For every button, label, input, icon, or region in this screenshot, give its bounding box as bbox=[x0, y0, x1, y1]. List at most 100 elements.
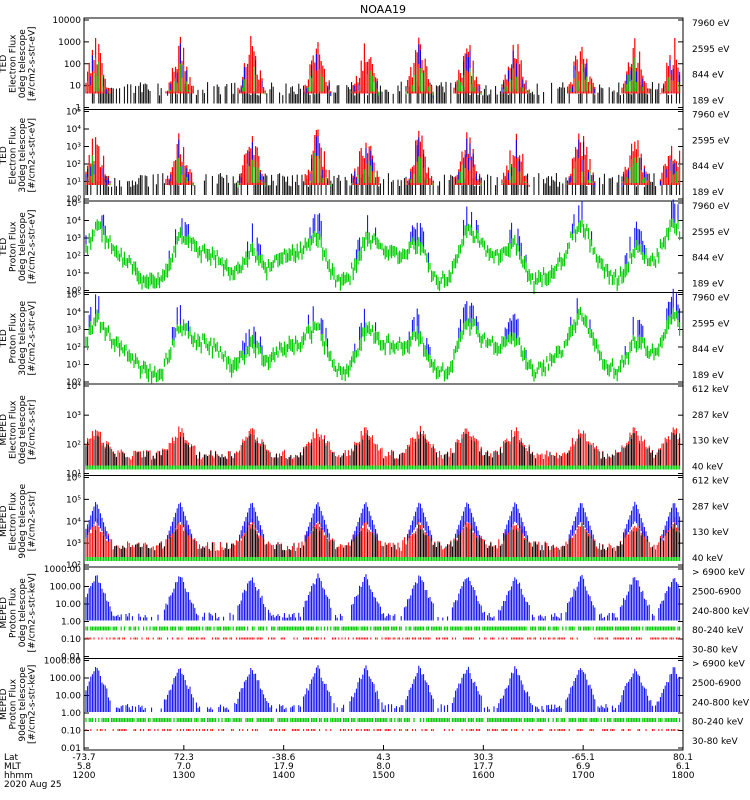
legend-entry: 844 eV bbox=[692, 254, 725, 264]
y-tick-label: 10 bbox=[70, 82, 82, 92]
y-axis-label-line: MEPED bbox=[0, 505, 9, 537]
y-tick-label: 10² bbox=[66, 440, 81, 450]
y-tick-label: 10² bbox=[66, 160, 81, 170]
y-tick-label: 10² bbox=[66, 561, 81, 571]
y-tick-label: 100.00 bbox=[50, 583, 82, 593]
y-tick-label: 100 bbox=[64, 60, 81, 70]
y-axis-label-line: Proton Flux bbox=[9, 312, 19, 363]
legend-entry: 844 eV bbox=[692, 162, 725, 172]
y-axis-label-line: [#/cm2-s-str] bbox=[28, 491, 38, 551]
legend-entry: 240-800 keV bbox=[692, 607, 750, 617]
series-marks bbox=[85, 288, 681, 384]
panel-3: 10⁵ 10⁴ 10³ 10² 10¹ 10⁰ TEDProton Flux0deg tel… bbox=[0, 199, 730, 297]
legend-entry: 7960 eV bbox=[692, 294, 730, 304]
legend-entry: 612 keV bbox=[692, 477, 729, 487]
y-tick-label: 10⁴ bbox=[66, 217, 81, 227]
y-axis-label-line: Electron Flux bbox=[9, 491, 19, 550]
y-tick-label: 10² bbox=[66, 252, 81, 262]
legend-entry: 40 keV bbox=[692, 554, 724, 564]
y-axis-label-line: 30deg telescope bbox=[18, 117, 28, 192]
y-tick-label: 10⁵ bbox=[66, 495, 81, 505]
legend-entry: 844 eV bbox=[692, 71, 725, 81]
legend-entry: 189 eV bbox=[692, 371, 725, 381]
y-axis-label: TEDProton Flux30deg telescope[#/cm2-s-st… bbox=[0, 300, 38, 375]
y-axis-label-line: 0deg telescope bbox=[18, 29, 28, 99]
legend-entry: 2595 eV bbox=[692, 319, 730, 329]
y-tick-label: 10³ bbox=[66, 143, 81, 153]
y-axis-label: TEDElectron Flux0deg telescope[#/cm2-s-s… bbox=[0, 26, 38, 101]
y-axis-label-line: Electron Flux bbox=[9, 34, 19, 93]
y-tick-label: 10⁶ bbox=[66, 474, 81, 484]
y-tick-label: 10¹ bbox=[66, 361, 81, 371]
legend-entry: 189 eV bbox=[692, 280, 725, 290]
y-axis-label-line: 0deg telescope bbox=[18, 578, 28, 648]
y-axis-label-line: [#/cm2-s-str-eV] bbox=[28, 26, 38, 101]
y-tick-label: 10⁴ bbox=[66, 125, 81, 135]
legend-entry: 189 eV bbox=[692, 188, 725, 198]
legend-entry: 612 keV bbox=[692, 385, 729, 395]
y-tick-label: 10¹ bbox=[66, 470, 81, 480]
y-axis-label-line: [#/cm2-s-str-keV] bbox=[28, 573, 38, 652]
y-axis-label-line: Proton Flux bbox=[9, 221, 19, 272]
y-axis-label-line: TED bbox=[0, 238, 9, 257]
y-axis-label-line: 0deg telescope bbox=[18, 395, 28, 465]
legend-entry: 2500-6900 bbox=[692, 587, 741, 597]
y-tick-label: 10⁴ bbox=[66, 308, 81, 318]
y-tick-label: 0.10 bbox=[61, 635, 81, 645]
series-marks bbox=[85, 199, 681, 295]
series-marks bbox=[85, 129, 681, 195]
y-axis-label-line: TED bbox=[0, 55, 9, 74]
y-tick-label: 0.01 bbox=[61, 653, 81, 663]
legend-entry: 7960 eV bbox=[692, 202, 730, 212]
y-axis-label-line: TED bbox=[0, 329, 9, 348]
legend-entry: 30-80 keV bbox=[692, 646, 738, 656]
y-tick-label: 10⁵ bbox=[66, 291, 81, 301]
y-axis-label-line: Electron Flux bbox=[9, 125, 19, 184]
legend-entry: 2595 eV bbox=[692, 45, 730, 55]
y-tick-label: 10⁴ bbox=[66, 517, 81, 527]
y-tick-label: 1000.00 bbox=[44, 565, 81, 575]
series-marks bbox=[85, 425, 681, 470]
panel-4: 10⁵ 10⁴ 10³ 10² 10¹ 10⁰ TEDProton Flux30deg te… bbox=[0, 288, 730, 388]
y-axis-label-line: 30deg telescope bbox=[18, 300, 28, 375]
panel-7: 1000.00 100.00 10.00 1.00 0.10 0.01 MEPEDProto… bbox=[0, 565, 750, 663]
panel-1: 10000 1000 100 10 1 TEDElectron Flux0deg tele… bbox=[0, 16, 730, 114]
y-axis-label-line: [#/cm2-s-str] bbox=[28, 400, 38, 460]
y-tick-label: 1000 bbox=[58, 38, 81, 48]
y-tick-label: 10³ bbox=[66, 411, 81, 421]
legend-entry: 40 keV bbox=[692, 463, 724, 473]
y-axis-label-line: MEPED bbox=[0, 597, 9, 629]
series-marks bbox=[85, 501, 681, 561]
legend-entry: 7960 eV bbox=[692, 19, 730, 29]
y-tick-label: 10³ bbox=[66, 539, 81, 549]
legend-entry: > 6900 keV bbox=[692, 568, 746, 578]
panel-6: 10⁶ 10⁵ 10⁴ 10³ 10² MEPEDElectron Flux90deg t… bbox=[0, 474, 729, 572]
legend-entry: 287 keV bbox=[692, 502, 729, 512]
y-axis-label: TEDElectron Flux30deg telescope[#/cm2-s-… bbox=[0, 117, 38, 192]
y-tick-label: 10⁵ bbox=[66, 108, 81, 118]
y-tick-label: 10³ bbox=[66, 234, 81, 244]
y-axis-label-line: MEPED bbox=[0, 414, 9, 446]
panel-2: 10⁵ 10⁴ 10³ 10² 10¹ 10⁰ TEDElectron Flux30deg … bbox=[0, 108, 730, 206]
legend-entry: 2595 eV bbox=[692, 136, 730, 146]
y-axis-label-line: 90deg telescope bbox=[18, 483, 28, 558]
y-tick-label: 10² bbox=[66, 343, 81, 353]
y-tick-label: 10¹ bbox=[66, 269, 81, 279]
y-tick-label: 10⁰ bbox=[66, 195, 81, 205]
y-tick-label: 10000 bbox=[52, 16, 81, 26]
legend-entry: 130 keV bbox=[692, 437, 729, 447]
y-tick-label: 1 bbox=[75, 104, 81, 114]
legend-entry: 80-240 keV bbox=[692, 626, 744, 636]
y-axis-label-line: [#/cm2-s-str-eV] bbox=[28, 209, 38, 284]
y-tick-label: 10⁵ bbox=[66, 199, 81, 209]
y-axis-label: MEPEDProton Flux0deg telescope[#/cm2-s-s… bbox=[0, 573, 38, 652]
y-tick-label: 10³ bbox=[66, 326, 81, 336]
y-axis-label: MEPEDElectron Flux0deg telescope[#/cm2-s… bbox=[0, 395, 38, 465]
y-axis-label-line: [#/cm2-s-str-eV] bbox=[28, 301, 38, 376]
legend-entry: 844 eV bbox=[692, 345, 725, 355]
y-tick-label: 10¹ bbox=[66, 178, 81, 188]
y-tick-label: 10⁰ bbox=[66, 287, 81, 297]
y-axis-label-line: Proton Flux bbox=[9, 587, 19, 638]
y-tick-label: 10⁴ bbox=[66, 382, 81, 392]
panel-5: 10⁴ 10³ 10² 10¹ MEPEDElectron Flux0deg teles… bbox=[0, 382, 729, 480]
